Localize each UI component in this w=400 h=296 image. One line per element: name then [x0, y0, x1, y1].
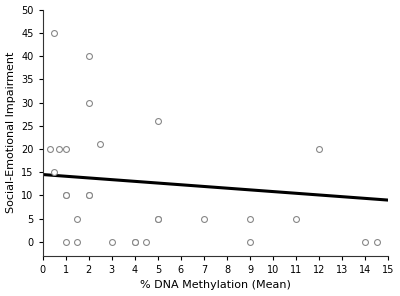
Point	[62, 193, 69, 198]
Point	[132, 239, 138, 244]
X-axis label: % DNA Methylation (Mean): % DNA Methylation (Mean)	[140, 280, 291, 290]
Point	[362, 239, 368, 244]
Point	[86, 193, 92, 198]
Point	[143, 239, 150, 244]
Point	[62, 239, 69, 244]
Point	[293, 216, 299, 221]
Point	[132, 239, 138, 244]
Point	[316, 147, 322, 151]
Point	[97, 142, 104, 147]
Point	[247, 216, 253, 221]
Point	[155, 216, 161, 221]
Point	[51, 170, 57, 175]
Point	[74, 239, 80, 244]
Point	[86, 100, 92, 105]
Point	[74, 216, 80, 221]
Point	[62, 147, 69, 151]
Point	[247, 239, 253, 244]
Point	[62, 193, 69, 198]
Point	[155, 216, 161, 221]
Point	[201, 216, 207, 221]
Point	[155, 119, 161, 123]
Point	[86, 193, 92, 198]
Point	[56, 147, 62, 151]
Point	[51, 30, 57, 35]
Point	[86, 54, 92, 58]
Point	[46, 147, 53, 151]
Point	[374, 239, 380, 244]
Y-axis label: Social-Emotional Impairment: Social-Emotional Impairment	[6, 52, 16, 213]
Point	[108, 239, 115, 244]
